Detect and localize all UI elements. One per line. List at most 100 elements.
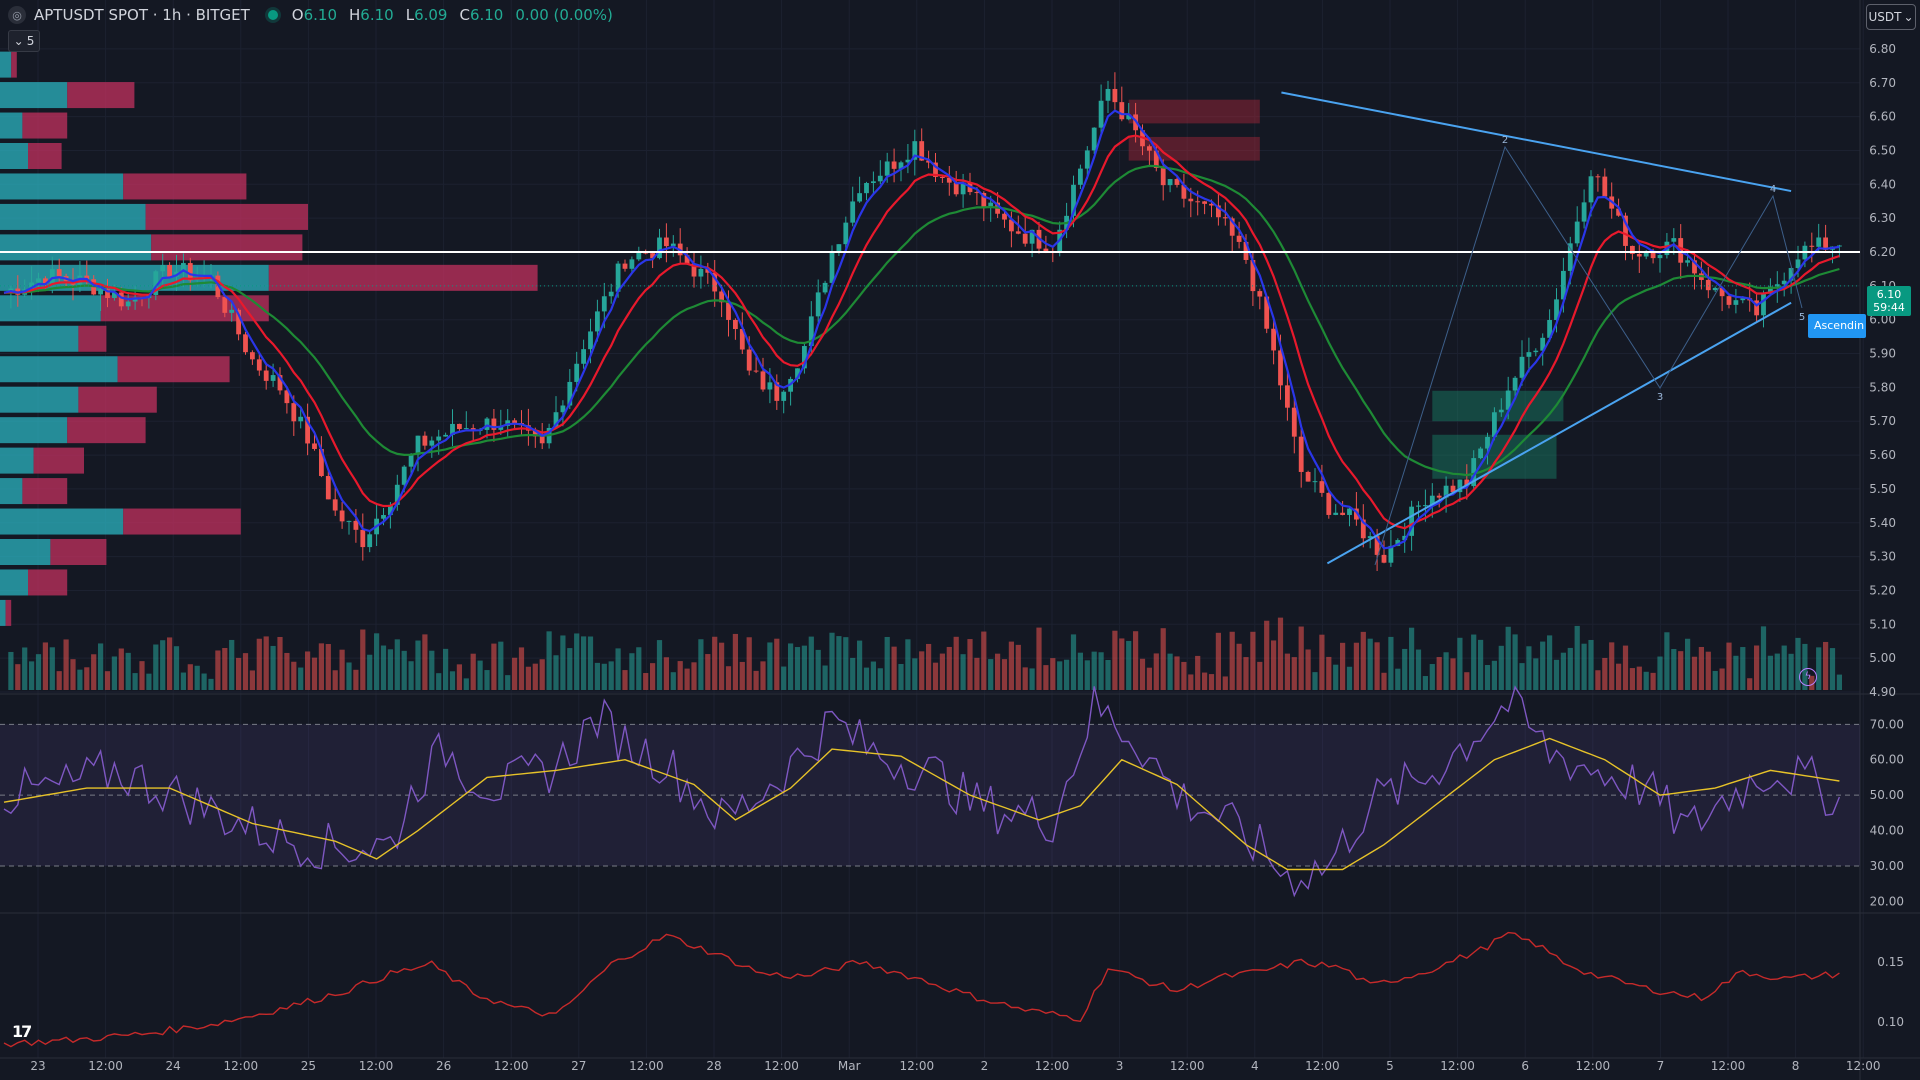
volume-bar — [29, 661, 35, 690]
candle-body — [429, 440, 435, 446]
candle-body — [1015, 231, 1021, 234]
volume-bar — [712, 636, 718, 690]
volume-bar — [567, 648, 573, 690]
time-axis[interactable]: 23 12:00 24 12:00 25 12:00 26 12:00 27 12:00 28 12:… — [30, 1059, 1880, 1073]
volume-bar — [891, 646, 897, 690]
lightning-icon[interactable]: ϟ — [1799, 668, 1817, 686]
volume-bar — [988, 659, 994, 690]
volume-bar — [263, 636, 269, 690]
candle-body — [1319, 481, 1325, 493]
currency-selector[interactable]: USDT ⌄ — [1866, 4, 1916, 30]
price-axis-label: 5.30 — [1869, 550, 1896, 564]
price-axis-label: 6.00 — [1869, 313, 1896, 327]
volume-profile-down-bar — [78, 325, 107, 352]
volume-bar — [1319, 634, 1325, 690]
candle-body — [1002, 213, 1007, 220]
candle-body — [1367, 536, 1373, 539]
candle-body — [1561, 270, 1566, 300]
volume-bar — [560, 635, 566, 690]
volume-bar — [532, 663, 538, 690]
volume-bar — [477, 660, 483, 690]
bar-countdown: 59:44 — [1873, 301, 1905, 314]
time-axis-label: 12:00 — [1711, 1059, 1746, 1073]
time-axis-label: 28 — [706, 1059, 721, 1073]
volume-bar — [622, 670, 628, 690]
volume-bar — [111, 656, 117, 690]
candle-body — [898, 162, 904, 169]
candle-body — [284, 390, 290, 404]
volume-bar — [767, 642, 773, 690]
candle-body — [1533, 350, 1539, 353]
candle-body — [822, 282, 828, 293]
volume-bar — [967, 639, 973, 690]
candle-body — [312, 443, 317, 449]
zigzag-label: 4 — [1770, 184, 1776, 195]
candle-body — [1498, 409, 1504, 413]
tradingview-logo-icon[interactable]: 17 — [12, 1022, 32, 1041]
volume-bar — [788, 643, 794, 690]
symbol-title[interactable]: APTUSDT SPOT · 1h · BITGET — [34, 6, 250, 24]
volume-bar — [1360, 631, 1366, 690]
volume-bar — [242, 653, 249, 690]
volume-profile-down-bar — [117, 356, 230, 383]
market-open-dot-icon — [267, 10, 278, 20]
volume-bar — [1188, 674, 1194, 690]
volume-profile-down-bar — [145, 203, 308, 230]
candle-body — [339, 510, 345, 522]
ma-fast-line — [3, 109, 1840, 550]
volume-bar — [1781, 645, 1787, 690]
volume-bar — [1553, 659, 1560, 690]
volume-bar — [1747, 678, 1753, 690]
volume-bar — [732, 633, 738, 690]
volume-bar — [1195, 655, 1201, 690]
candle-body — [1305, 471, 1311, 482]
candle-body — [408, 454, 414, 467]
volume-bar — [877, 668, 883, 690]
candle-body — [1671, 238, 1677, 242]
indicators-collapse-button[interactable]: ⌄ 5 — [8, 30, 40, 52]
volume-bar — [1333, 664, 1339, 690]
volume-bar — [1464, 672, 1470, 690]
candle-body — [1726, 296, 1732, 305]
candle-body — [1740, 298, 1746, 301]
volume-bar — [870, 661, 876, 690]
volume-profile-down-bar — [67, 417, 146, 444]
volume-bar — [360, 629, 366, 690]
volume-bar — [1560, 652, 1566, 690]
candle-body — [463, 428, 469, 430]
supply-demand-zones[interactable] — [1128, 99, 1564, 479]
candle-body — [512, 420, 517, 423]
candle-body — [1837, 245, 1842, 247]
volume-bar — [1540, 641, 1546, 690]
volume-bar — [1629, 668, 1635, 690]
candle-body — [1795, 259, 1801, 269]
volume-bar — [1077, 652, 1083, 690]
volume-bar — [1519, 663, 1525, 690]
volume-bar — [512, 657, 518, 690]
candle-body — [581, 349, 586, 364]
volume-bar — [449, 671, 456, 690]
pattern-drawings[interactable]: 2 3 4 5 — [0, 91, 1860, 566]
rsi-ma-line — [3, 737, 1840, 871]
candle-body — [912, 141, 918, 160]
candle-body — [450, 423, 455, 435]
price-axis[interactable]: 6.80 6.70 6.60 6.50 6.40 6.30 6.20 6.10 6.00 5.90… — [1869, 42, 1904, 1029]
grid-lines — [0, 0, 1864, 1058]
volume-bar — [1112, 630, 1118, 690]
volume-bar — [1657, 656, 1663, 690]
volatility-axis-label: 0.10 — [1877, 1015, 1904, 1029]
volume-profile-up-bar — [0, 386, 79, 413]
candle-body — [1257, 291, 1263, 297]
pattern-label[interactable]: Ascendin — [1808, 314, 1866, 338]
volume-bar — [429, 650, 435, 690]
indicator-count: 5 — [26, 34, 35, 48]
volume-bar — [850, 657, 856, 690]
volume-bar — [463, 678, 469, 690]
candle-body — [636, 252, 642, 260]
candle-body — [346, 520, 352, 522]
candle-body — [1457, 479, 1463, 493]
volume-profile-down-bar — [33, 447, 84, 474]
candle-body — [298, 416, 304, 422]
time-axis-label: 12:00 — [88, 1059, 123, 1073]
